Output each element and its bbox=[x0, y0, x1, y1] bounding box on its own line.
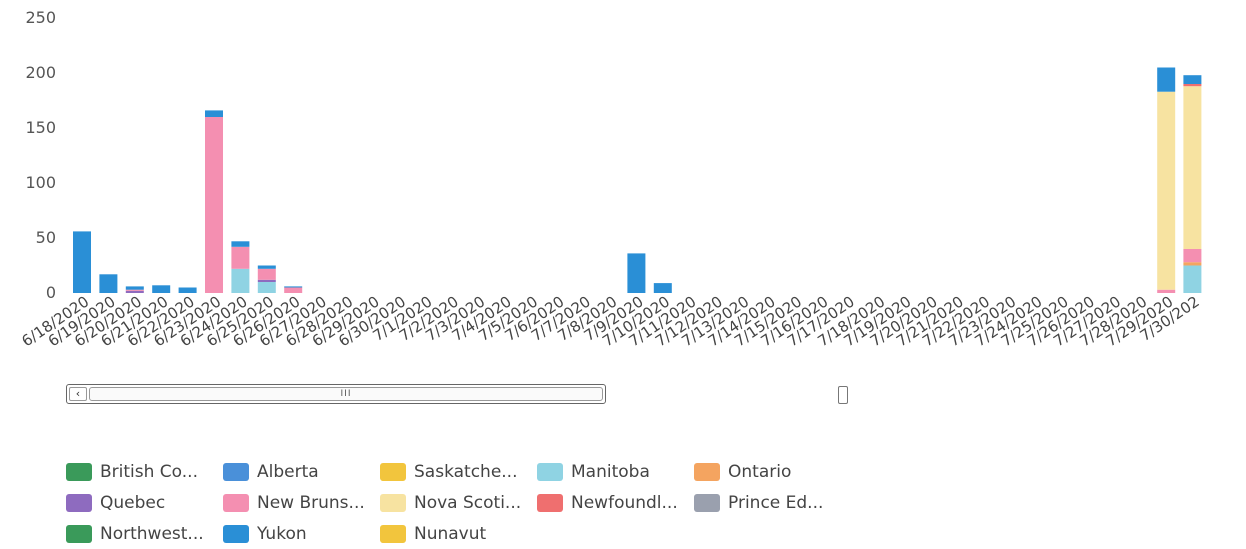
y-tick-label: 250 bbox=[25, 8, 56, 27]
legend-swatch bbox=[537, 462, 563, 481]
legend-swatch bbox=[223, 524, 249, 543]
bar-segment[interactable] bbox=[257, 282, 276, 293]
bar-segment[interactable] bbox=[284, 287, 303, 294]
legend-item[interactable]: Saskatche... bbox=[380, 456, 537, 487]
legend-item[interactable]: New Bruns... bbox=[223, 487, 380, 518]
legend-swatch bbox=[66, 524, 92, 543]
legend-label: New Bruns... bbox=[257, 492, 365, 513]
bar-segment[interactable] bbox=[152, 285, 171, 293]
legend-label: Newfoundl... bbox=[571, 492, 678, 513]
legend-label: Yukon bbox=[257, 523, 307, 544]
bar-segment[interactable] bbox=[205, 117, 223, 293]
scroll-thumb[interactable]: III bbox=[89, 387, 603, 401]
bar-segment[interactable] bbox=[73, 231, 91, 293]
legend-label: Alberta bbox=[257, 461, 319, 482]
scroll-right-handle[interactable] bbox=[838, 386, 848, 404]
bar-segment[interactable] bbox=[1183, 262, 1202, 266]
bar-segment[interactable] bbox=[99, 274, 118, 293]
bar-segment[interactable] bbox=[284, 286, 303, 288]
legend-label: Northwest... bbox=[100, 523, 204, 544]
bar-segment[interactable] bbox=[1183, 249, 1202, 263]
legend-item[interactable]: Newfoundl... bbox=[537, 487, 694, 518]
bar-segment[interactable] bbox=[231, 241, 250, 247]
legend-item[interactable]: Yukon bbox=[223, 518, 380, 549]
y-tick-label: 0 bbox=[46, 283, 56, 302]
chart-horizontal-scrollbar[interactable]: ‹ III bbox=[66, 384, 606, 404]
y-tick-label: 50 bbox=[36, 228, 56, 247]
bar-segment[interactable] bbox=[1157, 91, 1176, 290]
bar-segment[interactable] bbox=[178, 287, 197, 294]
legend-item[interactable]: Prince Ed... bbox=[694, 487, 844, 518]
bar-segment[interactable] bbox=[1183, 75, 1202, 84]
y-tick-label: 100 bbox=[25, 173, 56, 192]
legend-swatch bbox=[694, 462, 720, 481]
bar-segment[interactable] bbox=[1183, 84, 1202, 87]
legend-item[interactable]: Northwest... bbox=[66, 518, 223, 549]
bar-segment[interactable] bbox=[1183, 265, 1202, 294]
legend-swatch bbox=[537, 493, 563, 512]
bar-segment[interactable] bbox=[205, 110, 223, 117]
legend-label: British Co... bbox=[100, 461, 198, 482]
bar-segment[interactable] bbox=[125, 290, 144, 293]
legend-item[interactable]: Manitoba bbox=[537, 456, 694, 487]
scroll-grip-icon: III bbox=[340, 389, 352, 399]
legend-swatch bbox=[66, 493, 92, 512]
legend-item[interactable]: Alberta bbox=[223, 456, 380, 487]
stacked-bar-chart: 0501001502002506/18/20206/19/20206/20/20… bbox=[18, 8, 1202, 350]
chart-area: 0 50 100 150 200 250 6/18/2020 6/19/2020 6/20/20… bbox=[18, 8, 1202, 350]
bar-segment[interactable] bbox=[257, 279, 276, 282]
legend-item[interactable]: Nunavut bbox=[380, 518, 537, 549]
legend-label: Ontario bbox=[728, 461, 792, 482]
legend-swatch bbox=[223, 493, 249, 512]
bar-segment[interactable] bbox=[257, 268, 276, 280]
bar-segment[interactable] bbox=[231, 246, 250, 269]
legend-swatch bbox=[380, 493, 406, 512]
bar-segment[interactable] bbox=[257, 265, 276, 269]
legend-swatch bbox=[694, 493, 720, 512]
legend-label: Saskatche... bbox=[414, 461, 518, 482]
bar-segment[interactable] bbox=[125, 289, 144, 291]
legend-item[interactable]: Quebec bbox=[66, 487, 223, 518]
bar-segment[interactable] bbox=[1157, 289, 1176, 293]
bar-segment[interactable] bbox=[1183, 86, 1202, 249]
legend-item[interactable]: Ontario bbox=[694, 456, 844, 487]
bar-segment[interactable] bbox=[627, 253, 646, 293]
legend-swatch bbox=[66, 462, 92, 481]
legend-label: Nunavut bbox=[414, 523, 487, 544]
legend-item[interactable]: British Co... bbox=[66, 456, 223, 487]
legend-item[interactable]: Nova Scoti... bbox=[380, 487, 537, 518]
y-tick-label: 150 bbox=[25, 118, 56, 137]
legend-label: Nova Scoti... bbox=[414, 492, 522, 513]
legend-label: Prince Ed... bbox=[728, 492, 824, 513]
bar-segment[interactable] bbox=[125, 286, 144, 290]
legend-swatch bbox=[380, 462, 406, 481]
bar-segment[interactable] bbox=[1157, 67, 1176, 92]
legend-label: Manitoba bbox=[571, 461, 650, 482]
bar-segment[interactable] bbox=[653, 283, 672, 293]
y-tick-label: 200 bbox=[25, 63, 56, 82]
chart-legend: British Co... Alberta Saskatche... Manitoba… bbox=[66, 456, 844, 549]
bar-segment[interactable] bbox=[231, 268, 250, 293]
scroll-left-arrow[interactable]: ‹ bbox=[69, 387, 87, 401]
legend-label: Quebec bbox=[100, 492, 166, 513]
legend-swatch bbox=[380, 524, 406, 543]
legend-swatch bbox=[223, 462, 249, 481]
